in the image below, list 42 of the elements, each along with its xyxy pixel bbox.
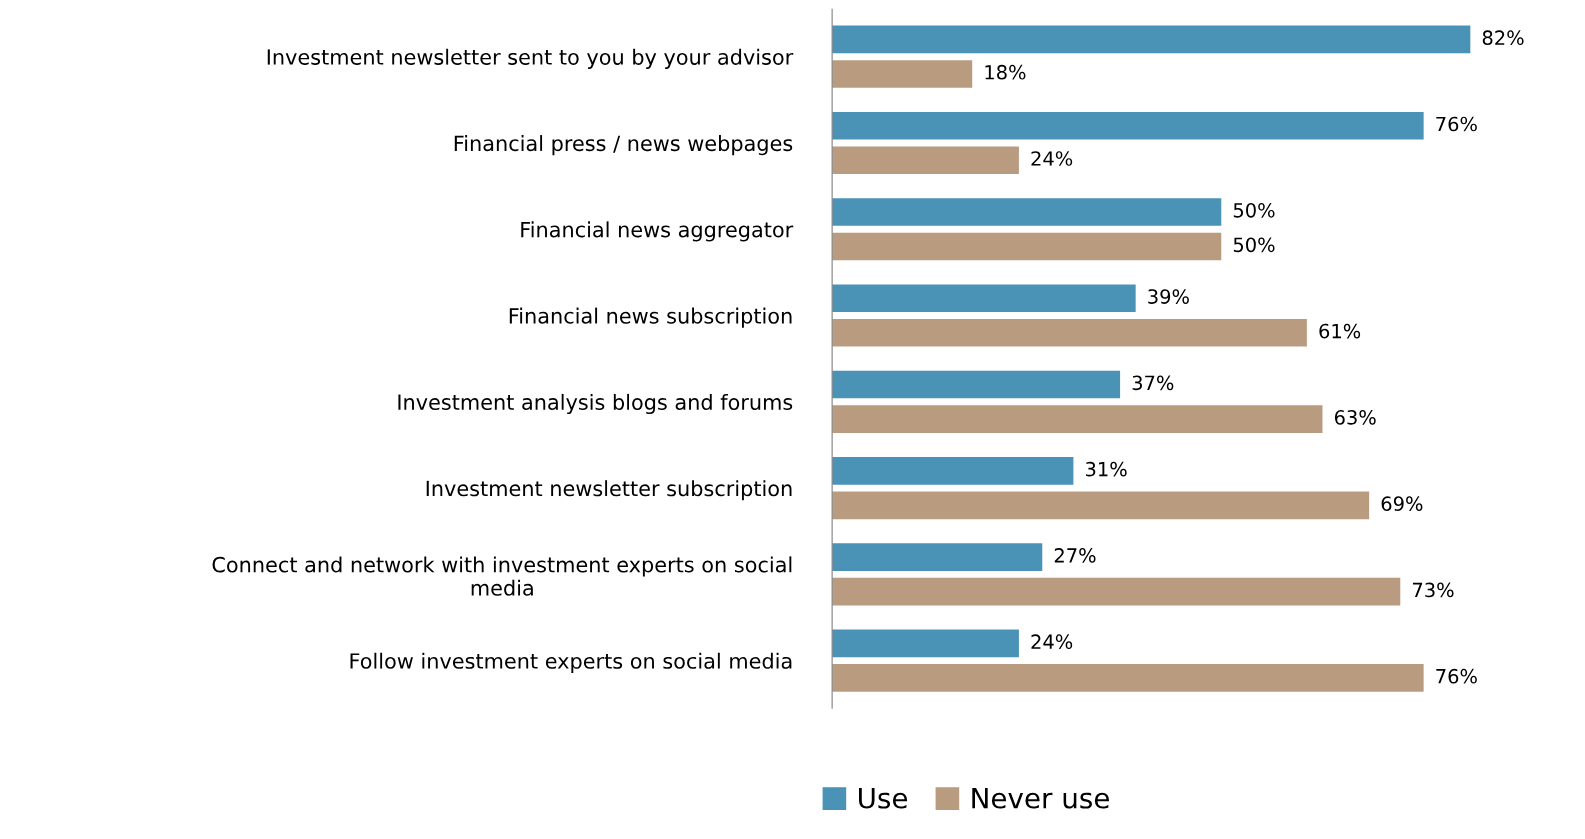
bar (832, 457, 1074, 485)
data-label: 27% (1054, 548, 1096, 563)
bar (832, 284, 1136, 313)
bar (832, 543, 1043, 571)
y-tick-label: Follow investment experts on social media (350, 652, 792, 673)
data-label: 73% (1412, 582, 1454, 598)
data-label: 50% (1233, 237, 1275, 253)
data-label: 18% (985, 64, 1026, 80)
data-label: 76% (1436, 116, 1477, 132)
bar (832, 198, 1222, 226)
y-tick-label: Investment newsletter sent to you by your advisor (267, 48, 794, 69)
bar (832, 25, 1471, 54)
bar (832, 232, 1222, 261)
bar (832, 146, 1019, 175)
data-label: 69% (1381, 496, 1423, 511)
bar (832, 664, 1424, 692)
bar (832, 370, 1121, 399)
bar (832, 60, 973, 88)
bar (832, 577, 1401, 606)
legend-label: Never use (972, 787, 1109, 809)
bar (832, 491, 1370, 520)
data-label: 50% (1233, 202, 1275, 218)
data-label: 39% (1148, 289, 1189, 304)
data-label: 37% (1132, 375, 1174, 391)
bar (832, 111, 1424, 140)
y-tick-label: Investment analysis blogs and forums (398, 393, 793, 415)
bar (832, 318, 1307, 347)
y-tick-label: Financial press / news webpages (454, 135, 793, 156)
bar (832, 405, 1323, 433)
data-label: 63% (1334, 410, 1376, 425)
bar (832, 629, 1019, 658)
data-label: 82% (1482, 30, 1524, 46)
data-label: 31% (1085, 461, 1127, 477)
data-label: 61% (1319, 323, 1361, 339)
y-tick-label: Investment newsletter subscription (426, 480, 792, 501)
data-label: 24% (1031, 151, 1073, 166)
y-tick-label: Financial news subscription (509, 307, 792, 328)
y-tick-label: Connect and network with investment experts on social media (212, 556, 792, 596)
data-label: 24% (1031, 634, 1073, 650)
data-label: 76% (1436, 668, 1477, 684)
legend-label: Use (859, 787, 908, 809)
y-tick-label: Financial news aggregator (521, 221, 794, 242)
